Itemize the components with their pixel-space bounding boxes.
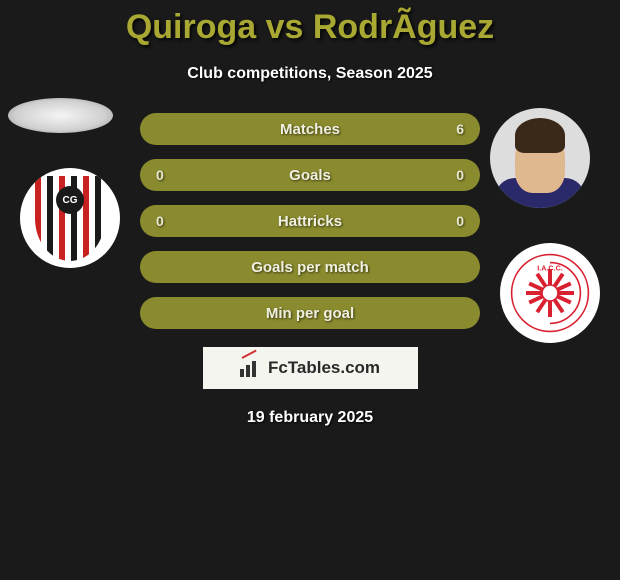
stat-right-value: 0: [456, 213, 464, 229]
page-title: Quiroga vs RodrÃ­guez: [0, 0, 620, 47]
brand-chart-icon: [240, 359, 262, 377]
stat-right-value: 0: [456, 167, 464, 183]
stat-label: Min per goal: [266, 305, 354, 322]
stat-left-value: 0: [156, 213, 164, 229]
stat-label: Goals: [289, 167, 331, 184]
stat-label: Matches: [280, 121, 340, 138]
club-right-logo: I.A.C.C.: [500, 243, 600, 343]
subtitle: Club competitions, Season 2025: [0, 65, 620, 83]
stat-left-value: 0: [156, 167, 164, 183]
stat-row-hattricks: 0 Hattricks 0: [140, 205, 480, 237]
stat-row-gpm: Goals per match: [140, 251, 480, 283]
branding-box: FcTables.com: [203, 347, 418, 389]
club-left-logo: CG: [20, 168, 120, 268]
player-left-avatar: [8, 98, 113, 133]
stat-rows: Matches 6 0 Goals 0 0 Hattricks 0 Goals …: [140, 113, 480, 329]
stat-label: Hattricks: [278, 213, 342, 230]
stat-label: Goals per match: [251, 259, 369, 276]
player-right-avatar: [490, 108, 590, 208]
date-text: 19 february 2025: [0, 409, 620, 427]
stat-row-mpg: Min per goal: [140, 297, 480, 329]
brand-text: FcTables.com: [268, 358, 380, 378]
comparison-content: CG I.A.C.C. Matches 6 0 Goals: [0, 113, 620, 427]
stat-right-value: 6: [456, 121, 464, 137]
stat-row-matches: Matches 6: [140, 113, 480, 145]
stat-row-goals: 0 Goals 0: [140, 159, 480, 191]
club-left-badge-text: CG: [56, 186, 84, 214]
